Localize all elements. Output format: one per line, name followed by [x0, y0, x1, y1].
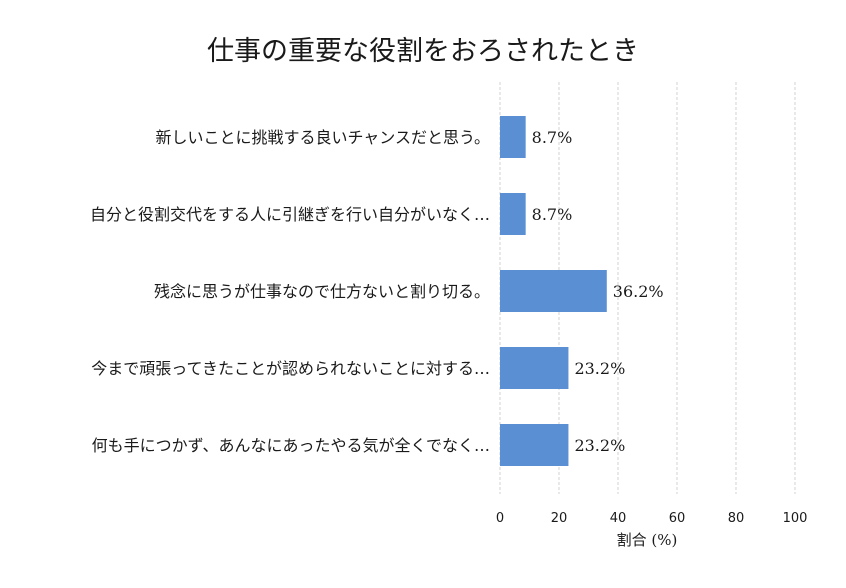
data-label: 8.7%	[532, 205, 573, 224]
x-tick-label: 0	[496, 511, 504, 526]
category-label: 新しいことに挑戦する良いチャンスだと思う。	[155, 128, 490, 147]
x-tick-label: 20	[551, 511, 568, 526]
data-label: 8.7%	[532, 128, 573, 147]
data-label: 36.2%	[613, 282, 664, 301]
category-labels: 新しいことに挑戦する良いチャンスだと思う。自分と役割交代をする人に引継ぎを行い自…	[90, 128, 490, 455]
value-labels: 8.7% 8.7% 36.2% 23.2% 23.2%	[532, 128, 664, 455]
bar	[500, 193, 526, 235]
category-label: 今まで頑張ってきたことが認められないことに対する…	[91, 359, 490, 378]
bar	[500, 424, 569, 466]
x-tick-label: 80	[728, 511, 745, 526]
bars	[500, 116, 607, 466]
category-label: 自分と役割交代をする人に引継ぎを行い自分がいなく…	[90, 205, 490, 224]
x-tick-label: 40	[610, 511, 627, 526]
category-label: 残念に思うが仕事なので仕方ないと割り切る。	[154, 282, 490, 301]
category-label: 何も手につかず、あんなにあったやる気が全くでなく…	[92, 436, 490, 455]
data-label: 23.2%	[574, 359, 625, 378]
chart-title: 仕事の重要な役割をおろされたとき	[207, 36, 639, 67]
x-tick-label: 60	[669, 511, 686, 526]
data-label: 23.2%	[574, 436, 625, 455]
bar	[500, 116, 526, 158]
x-axis-ticks: 0 20 40 60 80 100	[496, 511, 808, 526]
bar	[500, 270, 607, 312]
bar	[500, 347, 569, 389]
x-axis-title: 割合 (%)	[617, 531, 678, 549]
x-tick-label: 100	[783, 511, 808, 526]
